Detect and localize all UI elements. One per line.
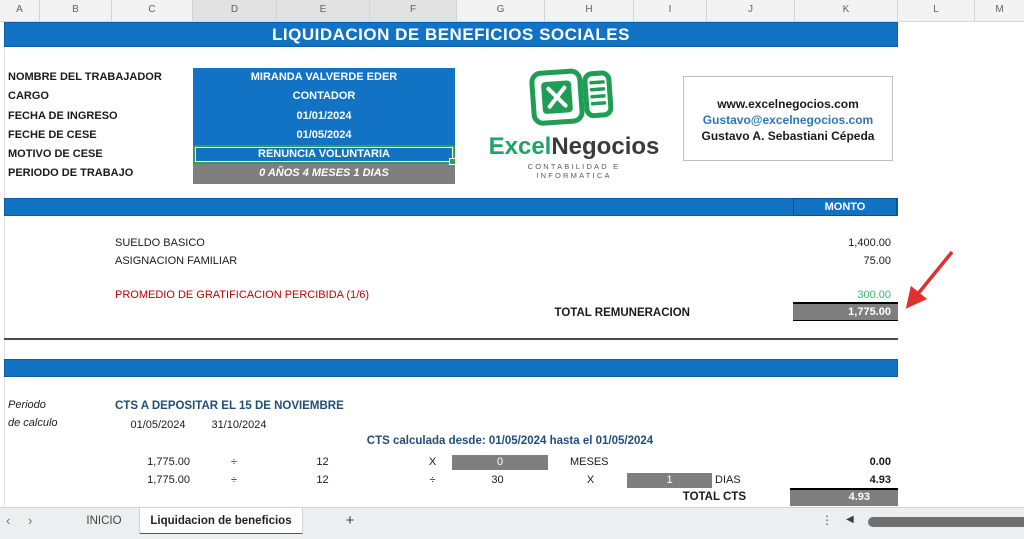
brand-name: ExcelNegocios xyxy=(488,135,660,159)
sheet-tab-inicio[interactable]: INICIO xyxy=(86,515,122,527)
calc2-v1[interactable]: 12 xyxy=(316,474,329,486)
monto-column-header[interactable]: MONTO xyxy=(793,198,897,216)
calc2-v2[interactable]: 30 xyxy=(491,474,504,486)
horizontal-scrollbar-track[interactable] xyxy=(860,516,1024,528)
sheet-nav-left-icon[interactable]: ‹ xyxy=(6,513,11,528)
value-asignacion-familiar[interactable]: 75.00 xyxy=(863,255,891,267)
column-header[interactable]: B xyxy=(40,0,112,21)
value-sueldo-basico[interactable]: 1,400.00 xyxy=(848,237,891,249)
brand-excel: Excel xyxy=(488,133,552,160)
calc2-unit[interactable]: DIAS xyxy=(715,474,741,486)
column-header[interactable]: M xyxy=(995,4,1004,15)
periodo-label-line2[interactable]: de calculo xyxy=(8,417,58,429)
calc2-op2[interactable]: ÷ xyxy=(429,474,436,486)
column-header[interactable]: A xyxy=(0,0,40,21)
motivo-cese-text: RENUNCIA VOLUNTARIA xyxy=(258,148,390,161)
period-end-date[interactable]: 31/10/2024 xyxy=(211,419,267,431)
periodo-label-line1[interactable]: Periodo xyxy=(8,399,46,411)
calc1-op1[interactable]: ÷ xyxy=(230,456,238,468)
worker-value-motivo-cese-selected-cell[interactable]: RENUNCIA VOLUNTARIA xyxy=(193,145,456,166)
column-header[interactable]: G xyxy=(457,0,545,21)
worker-value-fecha-ingreso[interactable]: 01/01/2024 xyxy=(193,106,455,126)
section-divider-line xyxy=(4,338,898,340)
sheet-tab-bar: ‹ › INICIO Liquidacion de beneficios + xyxy=(0,507,1024,535)
add-sheet-button[interactable]: + xyxy=(345,512,355,529)
contact-website[interactable]: www.excelnegocios.com xyxy=(717,97,859,111)
section2-title: 2.- CALCULO DE LA CTS: xyxy=(29,378,167,390)
calc2-op3[interactable]: X xyxy=(586,474,595,486)
worker-label[interactable]: FECHE DE CESE xyxy=(8,128,97,141)
section1-header[interactable]: 1.- REMUNERACION COMPUTABLE MONTO xyxy=(4,198,898,229)
red-annotation-arrow-icon xyxy=(905,250,954,309)
window-bottom-strip xyxy=(0,534,1024,539)
worker-label[interactable]: PERIODO DE TRABAJO xyxy=(8,167,134,180)
contact-card: www.excelnegocios.com Gustavo@excelnegoc… xyxy=(683,76,893,161)
total-remuneracion-label[interactable]: TOTAL REMUNERACION xyxy=(554,307,690,319)
worker-info-labels: NOMBRE DEL TRABAJADOR CARGO FECHA DE ING… xyxy=(8,68,193,184)
cts-deposit-title[interactable]: CTS A DEPOSITAR EL 15 DE NOVIEMBRE xyxy=(115,400,344,412)
calc2-base[interactable]: 1,775.00 xyxy=(147,474,190,486)
calc1-v1[interactable]: 12 xyxy=(316,456,329,468)
worker-label[interactable]: MOTIVO DE CESE xyxy=(8,148,103,161)
column-header[interactable]: D xyxy=(193,0,277,21)
column-header[interactable]: L xyxy=(898,0,975,21)
total-remuneracion-value[interactable]: 1,775.00 xyxy=(793,302,898,321)
column-header[interactable]: E xyxy=(277,0,370,21)
column-header[interactable]: H xyxy=(545,0,634,21)
horizontal-scrollbar-thumb[interactable] xyxy=(868,517,1024,527)
contact-email[interactable]: Gustavo@excelnegocios.com xyxy=(702,113,874,127)
sheet-tab-liquidacion-active[interactable]: Liquidacion de beneficios xyxy=(139,508,303,535)
worker-label[interactable]: NOMBRE DEL TRABAJADOR xyxy=(8,71,162,83)
section1-title: 1.- REMUNERACION COMPUTABLE xyxy=(29,217,219,229)
worker-value-periodo-trabajo[interactable]: 0 AÑOS 4 MESES 1 DIAS xyxy=(193,164,455,184)
section2-header[interactable]: 2.- CALCULO DE LA CTS: xyxy=(4,359,898,390)
row-label-sueldo-basico[interactable]: SUELDO BASICO xyxy=(115,237,205,249)
calc1-result[interactable]: 0.00 xyxy=(869,456,891,468)
selection-fill-handle[interactable] xyxy=(449,158,456,166)
brand-negocios: Negocios xyxy=(551,133,660,160)
calc2-dias-input-cell[interactable]: 1 xyxy=(627,473,712,488)
calc2-op1[interactable]: ÷ xyxy=(230,474,238,486)
excel-book-icon xyxy=(529,68,614,126)
calc1-op2[interactable]: X xyxy=(428,456,437,468)
cts-calc-note[interactable]: CTS calculada desde: 01/05/2024 hasta el… xyxy=(366,435,654,447)
contact-name[interactable]: Gustavo A. Sebastiani Cépeda xyxy=(701,129,875,143)
calc1-meses-input-cell[interactable]: 0 xyxy=(452,455,548,470)
worker-info-values: MIRANDA VALVERDE EDER CONTADOR 01/01/202… xyxy=(193,68,456,184)
brand-tagline: CONTABILIDAD E INFORMATICA xyxy=(527,162,621,180)
column-header[interactable]: K xyxy=(795,0,898,21)
period-start-date[interactable]: 01/05/2024 xyxy=(130,419,186,431)
calc1-unit[interactable]: MESES xyxy=(570,456,609,468)
worker-label[interactable]: CARGO xyxy=(8,90,49,103)
excelnegocios-logo: ExcelNegocios CONTABILIDAD E INFORMATICA xyxy=(488,66,660,180)
column-header[interactable]: F xyxy=(370,0,457,21)
column-header-row: A B C D E F G H I J K L M xyxy=(0,0,1024,22)
calc1-base[interactable]: 1,775.00 xyxy=(147,456,190,468)
sheet-title[interactable]: LIQUIDACION DE BENEFICIOS SOCIALES xyxy=(4,22,898,47)
total-cts-label[interactable]: TOTAL CTS xyxy=(682,491,746,503)
row-label-promedio-gratificacion[interactable]: PROMEDIO DE GRATIFICACION PERCIBIDA (1/6… xyxy=(115,289,370,301)
worker-value-cargo[interactable]: CONTADOR xyxy=(193,87,455,107)
worker-label[interactable]: FECHA DE INGRESO xyxy=(8,109,118,122)
value-promedio-gratificacion[interactable]: 300.00 xyxy=(857,289,891,301)
row-label-asignacion-familiar[interactable]: ASIGNACION FAMILIAR xyxy=(115,255,238,267)
column-header[interactable]: I xyxy=(634,0,707,21)
worker-value-nombre[interactable]: MIRANDA VALVERDE EDER xyxy=(193,68,455,88)
worker-value-fecha-cese[interactable]: 01/05/2024 xyxy=(193,125,455,146)
calc2-result[interactable]: 4.93 xyxy=(869,474,891,486)
column-header[interactable]: J xyxy=(707,0,795,21)
sheet-nav-right-icon[interactable]: › xyxy=(28,513,33,528)
hscroll-left-arrow-icon[interactable]: ◀ xyxy=(846,514,854,525)
column-header[interactable]: C xyxy=(112,0,193,21)
tab-overflow-menu-icon[interactable]: ⋮ xyxy=(821,513,833,527)
total-cts-value[interactable]: 4.93 xyxy=(790,488,898,506)
sheet-left-gridline xyxy=(4,47,5,507)
